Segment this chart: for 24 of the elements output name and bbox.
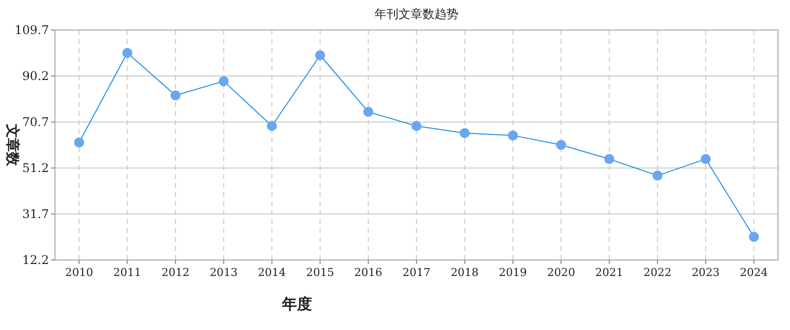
x-tick-label: 2011 (113, 266, 142, 279)
y-tick-label: 31.7 (22, 207, 49, 221)
x-tick-label: 2017 (402, 266, 430, 279)
x-tick-label: 2021 (595, 266, 624, 279)
x-tick-label: 2016 (354, 266, 382, 279)
x-tick-label: 2013 (210, 266, 238, 279)
y-tick-label: 12.2 (22, 253, 49, 267)
y-tick-label: 90.2 (22, 69, 49, 83)
x-tick-label: 2022 (644, 266, 672, 279)
x-tick-label: 2014 (258, 266, 286, 279)
y-axis-title: 文章数 (4, 123, 21, 167)
x-tick-label: 2018 (450, 266, 479, 279)
chart-title: 年刊文章数趋势 (374, 7, 458, 21)
x-tick-label: 2012 (162, 266, 190, 279)
y-tick-label: 70.7 (22, 115, 49, 129)
x-axis-title: 年度 (281, 295, 312, 313)
y-tick-label: 109.7 (14, 23, 49, 37)
x-tick-label: 2024 (740, 266, 768, 279)
x-tick-label: 2019 (498, 266, 527, 279)
x-tick-label: 2023 (692, 266, 720, 279)
y-tick-label: 51.2 (22, 161, 49, 175)
x-tick-label: 2015 (306, 266, 334, 279)
x-tick-label: 2020 (547, 266, 576, 279)
x-tick-label: 2010 (65, 266, 94, 279)
